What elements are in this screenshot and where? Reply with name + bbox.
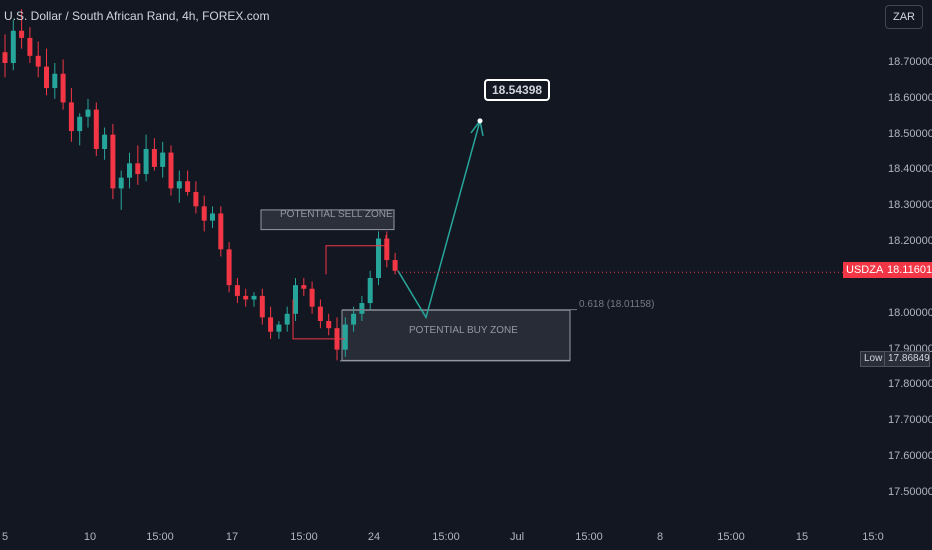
candle-body xyxy=(234,285,240,296)
candle-body xyxy=(93,109,99,149)
candle-body xyxy=(201,206,207,221)
fib-level-label: 0.618 (18.01158) xyxy=(579,299,655,310)
candle-body xyxy=(118,177,124,189)
candle-body xyxy=(10,30,16,64)
candle-body xyxy=(60,73,66,103)
buy-zone-label: POTENTIAL BUY ZONE xyxy=(409,325,518,336)
candle-body xyxy=(326,320,332,329)
price-tick: 18.40000 xyxy=(888,163,932,176)
candle-body xyxy=(218,213,224,250)
time-tick: 15:00 xyxy=(146,531,174,543)
candle-body xyxy=(392,260,398,271)
candle-body xyxy=(102,134,108,149)
symbol-badge: USDZAR xyxy=(843,262,895,278)
sell-zone-label: POTENTIAL SELL ZONE xyxy=(280,209,393,220)
target-point xyxy=(477,118,483,124)
structure-line xyxy=(325,234,387,275)
candle-body xyxy=(127,163,132,178)
candle-body xyxy=(367,277,373,304)
candle-body xyxy=(27,37,33,56)
candle-body xyxy=(193,191,199,207)
sell-zone-box xyxy=(260,209,395,231)
candle-body xyxy=(168,152,174,189)
price-tick: 17.80000 xyxy=(888,378,932,391)
time-tick: 15 xyxy=(795,531,809,543)
time-tick: 8 xyxy=(656,531,664,543)
candle-body xyxy=(293,285,298,314)
price-tick: 18.20000 xyxy=(888,235,932,248)
candle-body xyxy=(135,163,141,175)
candle-body xyxy=(176,181,182,189)
low-value: 17.86849 xyxy=(884,351,930,367)
time-tick: 15:00 xyxy=(432,531,460,543)
price-tick: 18.50000 xyxy=(888,127,932,140)
candle-body xyxy=(143,148,149,175)
last-price-badge: 18.11601 xyxy=(884,262,932,278)
target-price-box[interactable]: 18.54398 xyxy=(484,79,551,101)
candle-body xyxy=(309,288,315,307)
time-tick: Jul xyxy=(509,531,525,543)
price-tick: 18.60000 xyxy=(888,91,932,104)
time-tick: 15:00 xyxy=(290,531,318,543)
price-tick: 18.30000 xyxy=(888,199,932,212)
price-tick: 17.60000 xyxy=(888,450,932,463)
currency-button[interactable]: ZAR xyxy=(885,5,923,29)
low-label: Low xyxy=(860,351,887,367)
candle-body xyxy=(251,295,257,300)
candle-body xyxy=(259,295,265,318)
candle-body xyxy=(19,30,25,38)
candle-body xyxy=(35,55,41,67)
candle-body xyxy=(151,148,157,167)
candle-body xyxy=(2,52,8,63)
time-tick: 5 xyxy=(1,531,9,543)
candle-body xyxy=(301,285,307,289)
time-tick: 17 xyxy=(225,531,239,543)
candle-body xyxy=(185,181,191,192)
candle-body xyxy=(243,295,249,300)
price-tick: 18.70000 xyxy=(888,56,932,68)
candle-body xyxy=(376,238,381,278)
time-tick: 24 xyxy=(367,531,381,543)
candle-body xyxy=(317,306,323,321)
candle-body xyxy=(85,109,91,117)
candle-body xyxy=(210,213,215,221)
candle-body xyxy=(44,66,49,89)
time-tick: 15:00 xyxy=(575,531,603,543)
candle-body xyxy=(284,313,290,325)
buy-zone-box xyxy=(341,309,571,361)
candle-body xyxy=(384,238,390,261)
candle-body xyxy=(268,317,274,332)
candle-body xyxy=(342,324,348,350)
candle-body xyxy=(160,152,166,167)
time-tick: 10 xyxy=(83,531,97,543)
price-tick: 17.70000 xyxy=(888,414,932,427)
candle-body xyxy=(226,249,232,286)
price-tick: 18.00000 xyxy=(888,306,932,319)
candle-body xyxy=(77,116,83,132)
chart-title: U.S. Dollar / South African Rand, 4h, FO… xyxy=(4,9,270,23)
projection-path xyxy=(397,120,481,320)
time-tick: 15:00 xyxy=(717,531,745,543)
candle-body xyxy=(52,73,58,89)
candle-body xyxy=(351,313,357,325)
price-tick: 17.50000 xyxy=(888,485,932,498)
candle-body xyxy=(276,324,282,332)
time-tick: 15:0 xyxy=(862,531,884,543)
candle-body xyxy=(68,102,74,132)
candle-body xyxy=(359,303,365,314)
candle-body xyxy=(110,134,116,189)
structure-line xyxy=(292,299,345,340)
